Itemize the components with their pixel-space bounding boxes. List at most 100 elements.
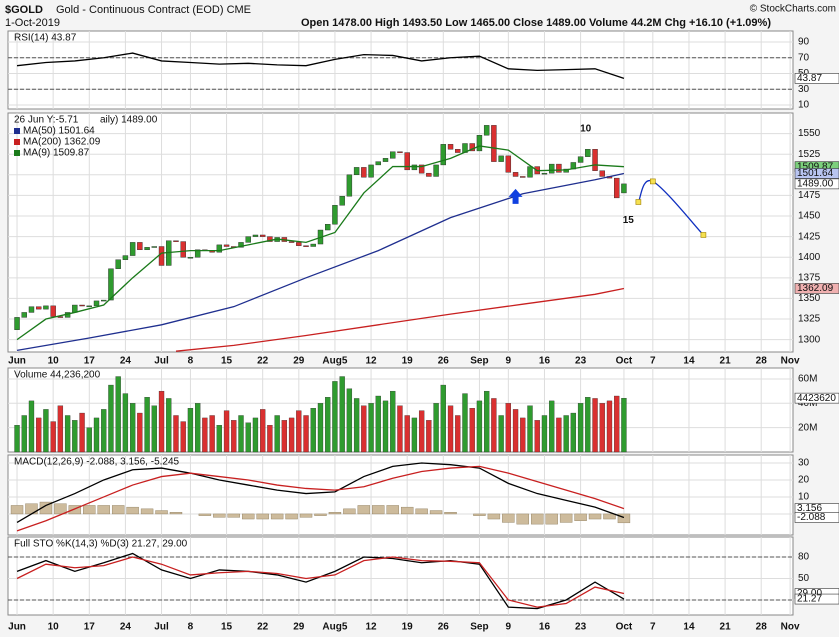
legend-swatch [14,128,20,134]
candle [375,161,381,166]
y-tick-label: 1375 [798,272,821,283]
x-tick-label: Nov [781,356,800,367]
quote: Open 1478.00 High 1493.50 Low 1465.00 Cl… [301,17,771,29]
volume-bar [361,405,367,453]
candle [223,244,230,247]
volume-bar [195,403,201,453]
candle [57,316,64,318]
candle [21,312,27,318]
candle [180,241,186,258]
volume-bar [151,405,157,453]
panel-legend: 26 Jun Y:-5.71 [14,115,79,126]
volume-bar [86,427,92,453]
panel [7,30,794,110]
candle [368,164,374,178]
panel-legend-value: aily) 1489.00 [100,115,158,126]
panel-legend: Full STO %K(14,3) %D(3) 21.27, 29.00 [14,539,188,550]
symbol: $GOLD [5,4,43,16]
x-tick-label: 19 [402,622,414,633]
y-tick-label: 10 [798,492,810,503]
volume-bar [202,417,208,453]
candle [151,246,158,248]
histogram-bar [487,513,501,520]
value-tag [794,178,839,190]
value-tag [794,593,839,605]
x-tick-label: 8 [188,356,194,367]
x-tick-label: 19 [402,356,414,367]
volume-bar [346,388,353,453]
histogram-bar [10,505,24,515]
x-tick-label: Sep [470,622,488,633]
histogram-bar [126,506,139,515]
candle [122,255,129,260]
histogram-bar [227,513,240,518]
volume-bar [288,417,295,453]
histogram-bar [68,505,82,515]
x-tick-label: 10 [48,622,60,633]
arrow [508,188,523,204]
volume-bar [267,425,273,453]
value-tag [794,512,839,523]
candle [115,259,121,269]
x-tick-label: 17 [84,356,96,367]
volume-bar [541,415,548,453]
volume-bar [440,384,446,453]
volume-bar [238,415,244,453]
volume-bar [144,397,150,453]
x-tick-label: 26 [438,622,450,633]
value-tag-label: 1509.87 [797,161,834,172]
value-tag-label: 1362.09 [797,283,834,294]
candle [339,196,345,206]
value-tag-label: 1501.64 [797,168,834,179]
volume-bar [534,420,540,453]
projection-point [650,178,656,185]
y-tick-label: 1450 [798,211,821,222]
histogram-bar [545,513,558,525]
histogram-bar [314,513,327,516]
x-tick-label: Oct [616,622,633,633]
y-tick-label: 1475 [798,190,821,201]
x-tick-label: Aug5 [322,356,347,367]
volume-bar [353,398,360,453]
legend-entry: MA(200) 1362.09 [23,137,101,148]
candle [194,249,201,258]
volume-bar [382,400,389,453]
volume-bar [375,395,381,453]
volume-bar [469,408,475,453]
volume-bar [585,397,591,453]
y-tick-label: 1525 [798,149,821,160]
candle [404,152,410,171]
histogram-bar [25,503,38,515]
candle [187,257,194,259]
instrument-name: Gold - Continuous Contract (EOD) CME [56,4,251,16]
histogram-bar [617,513,631,524]
candle [245,236,251,243]
volume-bar [512,409,519,453]
legend-swatch [14,139,20,145]
volume-bar [43,409,49,453]
histogram-bar [386,505,399,515]
histogram-bar [111,505,125,515]
histogram-bar [444,512,457,515]
candle [418,164,425,174]
x-tick-label: 23 [575,622,587,633]
candle [592,149,598,171]
candle [476,135,483,152]
histogram-bar [559,513,573,523]
volume-bar [397,405,403,453]
candle [43,305,49,310]
candle [303,245,309,247]
histogram-bar [270,513,284,520]
candle [79,304,85,307]
volume-bar [592,398,598,453]
histogram-bar [242,513,255,520]
x-tick-label: Oct [616,356,633,367]
candle [469,143,475,152]
volume-bar [614,395,620,453]
x-tick-label: 9 [506,622,512,633]
histogram-bar [256,513,269,520]
x-tick-label: 15 [221,622,233,633]
volume-bar [122,393,129,453]
